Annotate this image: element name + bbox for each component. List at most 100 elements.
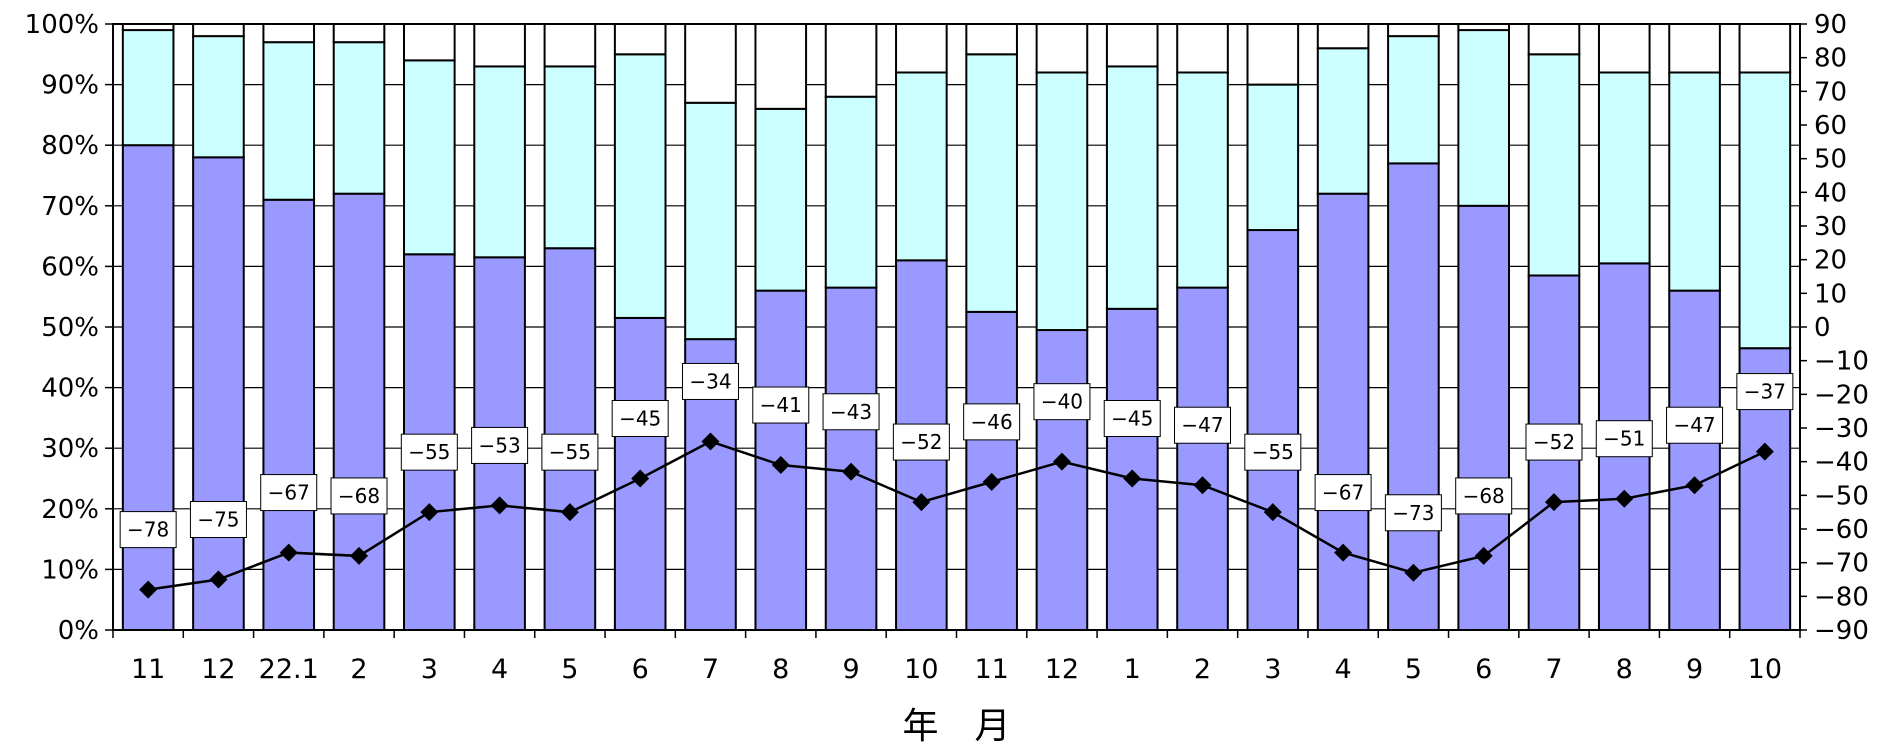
y2-tick-label: 50 <box>1814 145 1847 175</box>
line-point-marker <box>1755 442 1774 461</box>
bar-segment-3 <box>543 23 597 68</box>
data-label: −68 <box>1463 484 1505 508</box>
y2-tick-label: −30 <box>1814 414 1869 444</box>
line-point-marker <box>982 472 1001 491</box>
line-point-marker <box>1685 476 1704 495</box>
bar-segment-2 <box>1738 71 1792 350</box>
bar-segment-2 <box>1176 71 1229 289</box>
line-point-marker <box>420 503 439 522</box>
data-label-box <box>681 362 739 400</box>
x-tick-label: 6 <box>1475 654 1492 685</box>
bar-segment-3 <box>1035 23 1089 74</box>
x-tick-label: 22.1 <box>259 654 319 685</box>
y-tick-label: 10% <box>41 555 99 585</box>
x-tick-label: 9 <box>1686 654 1703 685</box>
x-tick-label: 2 <box>1194 654 1211 685</box>
bar-segment-1 <box>192 156 245 631</box>
y2-tick-label: 40 <box>1814 178 1847 208</box>
data-label: −43 <box>830 400 872 424</box>
y-tick-label: 30% <box>41 434 99 464</box>
x-tick-label: 12 <box>201 654 235 685</box>
data-label-box <box>119 511 177 549</box>
data-label: −68 <box>338 484 380 508</box>
data-label-box <box>260 474 318 512</box>
data-label-box <box>822 393 880 431</box>
line-point-marker <box>1544 493 1563 512</box>
line-series-group <box>139 432 1774 599</box>
bar-segment-3 <box>1246 23 1300 86</box>
data-label-box <box>1595 420 1653 458</box>
bar-segment-3 <box>1597 23 1651 74</box>
y-tick-label: 40% <box>41 374 99 404</box>
x-tick-label: 4 <box>1335 654 1352 685</box>
line-point-marker <box>1404 563 1423 582</box>
bar-segment-2 <box>1597 71 1651 265</box>
y2-tick-label: −10 <box>1814 347 1869 377</box>
line-point-marker <box>1052 452 1071 471</box>
x-tick-label: 2 <box>350 654 367 685</box>
bar-segment-3 <box>965 23 1018 56</box>
y2-tick-label: −90 <box>1814 616 1869 646</box>
line-point-marker <box>279 543 298 562</box>
x-tick-label: 3 <box>1264 654 1281 685</box>
bar-segment-2 <box>965 53 1018 313</box>
line-series <box>147 440 1766 591</box>
bar-segment-2 <box>824 95 878 289</box>
bar-segment-1 <box>824 286 878 631</box>
data-label: −41 <box>760 393 802 417</box>
y-tick-label: 70% <box>41 192 99 222</box>
bar-segment-2 <box>543 65 597 250</box>
line-point-marker <box>560 503 579 522</box>
data-label: −40 <box>1041 390 1083 414</box>
x-tick-label: 4 <box>491 654 508 685</box>
x-tick-label: 12 <box>1045 654 1079 685</box>
bar-segment-1 <box>262 198 316 632</box>
line-point-marker <box>1615 489 1634 508</box>
bar-segment-1 <box>1246 229 1300 631</box>
line-point-marker <box>209 570 228 589</box>
data-label-box <box>1455 477 1513 515</box>
data-label: −55 <box>408 440 450 464</box>
bar-segment-2 <box>1246 83 1300 232</box>
y-tick-label: 90% <box>41 71 99 101</box>
bar-segment-1 <box>1387 162 1440 631</box>
line-point-marker <box>1193 476 1212 495</box>
y2-tick-label: 20 <box>1814 246 1847 276</box>
y2-tick-label: −50 <box>1814 481 1869 511</box>
data-label-box <box>1314 474 1372 512</box>
x-tick-label: 7 <box>702 654 719 685</box>
line-point-marker <box>139 580 158 599</box>
bar-segment-1 <box>965 310 1018 631</box>
bar-segment-2 <box>473 65 526 259</box>
x-axis-title: 年 月 <box>902 706 1010 747</box>
bar-segment-2 <box>1387 35 1440 165</box>
data-label-box <box>1174 406 1232 444</box>
bar-segment-3 <box>192 23 245 38</box>
data-label-box <box>541 433 599 471</box>
data-label-box <box>1666 406 1724 444</box>
y-tick-label: 80% <box>41 131 99 161</box>
bar-segment-2 <box>1105 65 1159 310</box>
bar-segment-3 <box>1668 23 1721 74</box>
data-label-box <box>330 477 388 515</box>
y2-tick-label: −60 <box>1814 515 1869 545</box>
bar-segment-1 <box>121 144 175 631</box>
y-tick-label: 0% <box>58 616 99 646</box>
bar-segment-3 <box>262 23 316 44</box>
bar-segment-1 <box>1035 329 1089 631</box>
bar-segment-1 <box>1316 192 1370 631</box>
data-label: −37 <box>1744 380 1786 404</box>
bar-segment-3 <box>754 23 808 110</box>
x-tick-label: 5 <box>561 654 578 685</box>
x-tick-label: 3 <box>421 654 438 685</box>
x-tick-label: 1 <box>1124 654 1141 685</box>
y2-tick-label: 30 <box>1814 212 1847 242</box>
data-label-box <box>1033 383 1091 421</box>
bar-segment-2 <box>1035 71 1089 332</box>
data-label: −45 <box>1111 407 1153 431</box>
line-point-marker <box>1334 543 1353 562</box>
axes-group: 0%10%20%30%40%50%60%70%80%90%100%−90−80−… <box>25 10 1869 685</box>
bar-segment-1 <box>1105 307 1159 631</box>
